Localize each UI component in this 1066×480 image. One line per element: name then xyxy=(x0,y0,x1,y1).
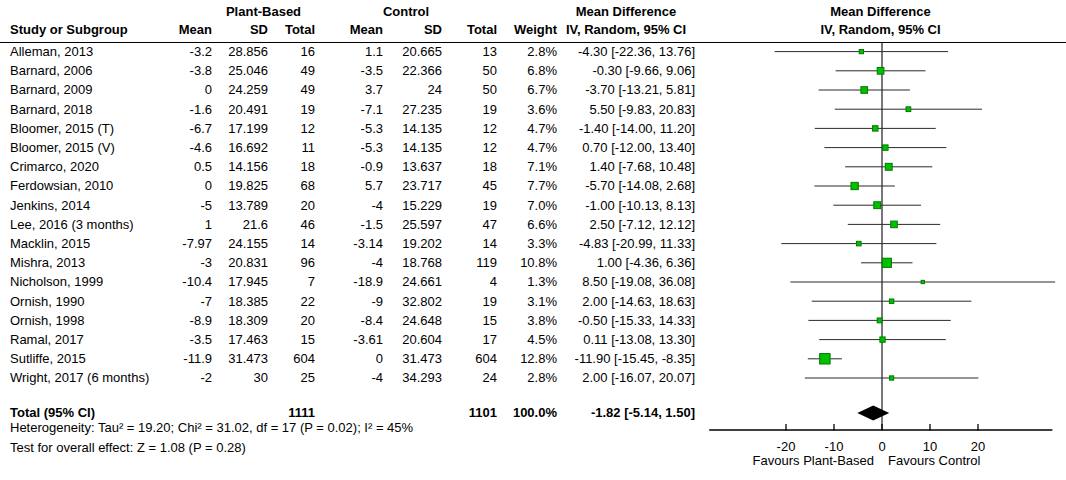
study-row: Alleman, 2013-3.228.856161.120.665132.8%… xyxy=(0,42,695,61)
study-row: Jenkins, 2014-513.78920-415.229197.0%-1.… xyxy=(0,196,695,215)
control-sd-header: SD xyxy=(383,22,442,37)
overall-effect-note: Test for overall effect: Z = 1.08 (P = 0… xyxy=(10,440,246,455)
effect-marker xyxy=(889,376,893,380)
study-row: Barnard, 2006-3.825.04649-3.522.366506.8… xyxy=(0,61,695,80)
study-row: Wright, 2017 (6 months)-23025-434.293242… xyxy=(0,368,695,387)
study-row: Nicholson, 1999-10.417.9457-18.924.66141… xyxy=(0,272,695,291)
effect-marker xyxy=(882,258,891,267)
pb-mean-header: Mean xyxy=(168,22,212,37)
effect-marker xyxy=(877,318,882,323)
effect-marker xyxy=(820,354,830,364)
control-mean-header: Mean xyxy=(315,22,383,37)
axis-tick-label: 0 xyxy=(878,439,885,454)
total-md-ci: -1.82 [-5.14, 1.50] xyxy=(557,403,695,422)
effect-marker xyxy=(921,280,924,283)
study-row: Ornish, 1998-8.918.30920-8.424.648153.8%… xyxy=(0,311,695,330)
heterogeneity-note: Heterogeneity: Tau² = 19.20; Chi² = 31.0… xyxy=(10,420,413,435)
effect-marker xyxy=(885,163,892,170)
study-row: Ramal, 2017-3.517.46315-3.6120.604174.5%… xyxy=(0,330,695,349)
study-row: Macklin, 2015-7.9724.15514-3.1419.202143… xyxy=(0,234,695,253)
axis-tick-label: 10 xyxy=(923,439,937,454)
total-weight: 100.0% xyxy=(497,403,557,422)
effect-marker xyxy=(859,49,863,53)
effect-marker xyxy=(873,126,878,131)
md-column-title: Mean Difference xyxy=(557,4,695,19)
study-row: Bloomer, 2015 (V)-4.616.69211-5.314.1351… xyxy=(0,138,695,157)
summary-diamond xyxy=(857,406,889,421)
effect-marker xyxy=(874,202,881,209)
md-column-subtitle: IV, Random, 95% CI xyxy=(557,22,695,37)
axis-tick-label: -10 xyxy=(825,439,844,454)
pb-sd-header: SD xyxy=(212,22,268,37)
weight-header: Weight xyxy=(497,22,557,37)
effect-marker xyxy=(906,107,911,112)
study-row: Bloomer, 2015 (T)-6.717.19912-5.314.1351… xyxy=(0,119,695,138)
study-row: Barnard, 2009024.259493.724506.7%-3.70 [… xyxy=(0,80,695,99)
study-row: Barnard, 2018-1.620.49119-7.127.235193.6… xyxy=(0,100,695,119)
effect-marker xyxy=(880,337,885,342)
group-header-plant-based: Plant-Based xyxy=(212,4,315,19)
axis-tick-label: -20 xyxy=(777,439,796,454)
study-row: Ferdowsian, 2010019.825685.723.717457.7%… xyxy=(0,176,695,195)
study-column-header: Study or Subgroup xyxy=(10,22,128,37)
pb-total-header: Total xyxy=(268,22,315,37)
effect-marker xyxy=(883,145,888,150)
forest-plot-figure: Plant-Based Control Mean Difference Mean… xyxy=(0,0,1066,480)
control-total-header: Total xyxy=(442,22,497,37)
effect-marker xyxy=(891,221,898,228)
forest-plot-canvas: -20 -10 0 10 20 Favours Plant-Based Favours Co… xyxy=(695,0,1066,480)
axis-tick-label: 20 xyxy=(971,439,985,454)
effect-marker xyxy=(889,299,893,303)
effect-marker xyxy=(861,87,868,94)
study-row: Ornish, 1990-718.38522-932.802193.1%2.00… xyxy=(0,292,695,311)
group-header-control: Control xyxy=(315,4,497,19)
effect-marker xyxy=(851,182,858,189)
study-row: Crimarco, 20200.514.15618-0.913.637187.1… xyxy=(0,157,695,176)
study-row: Mishra, 2013-320.83196-418.76811910.8%1.… xyxy=(0,253,695,272)
study-row: Lee, 2016 (3 months)121.646-1.525.597476… xyxy=(0,215,695,234)
favours-left-label: Favours Plant-Based xyxy=(753,453,874,468)
total-n-control: 1101 xyxy=(442,403,497,422)
effect-marker xyxy=(857,241,862,246)
favours-right-label: Favours Control xyxy=(888,453,981,468)
effect-marker xyxy=(877,67,884,74)
study-row: Sutliffe, 2015-11.931.473604031.47360412… xyxy=(0,349,695,368)
